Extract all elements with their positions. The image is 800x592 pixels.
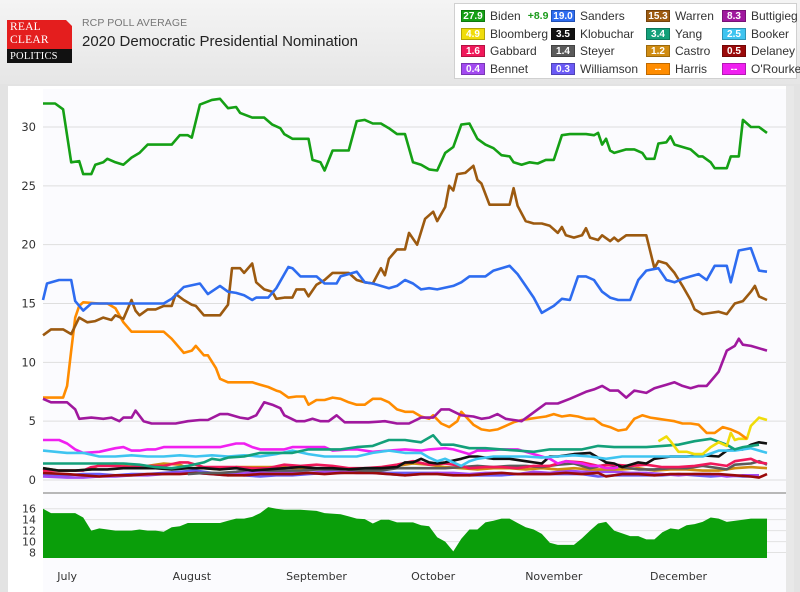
- legend-candidate-name: Steyer: [580, 44, 615, 58]
- legend-item[interactable]: 3.4 Yang: [646, 27, 702, 41]
- legend-value-badge: 0.5: [722, 45, 746, 57]
- legend-value-badge: 1.2: [646, 45, 670, 57]
- legend-value-badge: 4.9: [461, 27, 485, 40]
- x-axis-ticks: July August September October November Decemb…: [56, 570, 707, 583]
- legend-item[interactable]: 3.5 Klobuchar: [551, 27, 634, 41]
- logo-line-2: CLEAR: [10, 34, 49, 46]
- legend-candidate-name: Yang: [675, 26, 703, 41]
- x-tick-label: August: [173, 570, 212, 583]
- chart-title: 2020 Democratic Presidential Nomination: [82, 33, 358, 50]
- y-tick-label: 20: [21, 238, 36, 252]
- series-line-yang[interactable]: [43, 433, 760, 470]
- series-line-harris[interactable]: [43, 300, 748, 440]
- legend-value-badge: 2.5: [722, 27, 746, 40]
- legend-candidate-name: Buttigieg: [751, 9, 798, 23]
- x-tick-label: July: [56, 570, 77, 583]
- series-line-booker[interactable]: [42, 446, 768, 468]
- legend-item[interactable]: -- Harris: [646, 62, 707, 76]
- rcp-logo: REAL CLEAR POLITICS: [7, 20, 72, 63]
- series-line-bloomberg[interactable]: [657, 416, 768, 456]
- legend-item[interactable]: -- O'Rourke: [722, 62, 800, 76]
- legend-value-badge: 1.6: [461, 45, 485, 57]
- header: REAL CLEAR POLITICS RCP POLL AVERAGE 202…: [0, 0, 800, 84]
- legend-value-badge: --: [646, 62, 670, 75]
- legend-candidate-name: Castro: [675, 44, 711, 58]
- legend-candidate-name: Bennet: [490, 61, 529, 76]
- logo-red-block: [7, 20, 72, 52]
- legend-value-badge: 8.3: [722, 10, 746, 22]
- navigator-y-tick-label: 8: [29, 547, 36, 560]
- series-line-sanders[interactable]: [41, 246, 768, 315]
- series-line-buttigieg[interactable]: [42, 337, 768, 425]
- legend-candidate-name: Williamson: [580, 61, 639, 76]
- y-tick-label: 10: [21, 355, 36, 369]
- legend-item[interactable]: 0.4 Bennet: [461, 62, 528, 76]
- y-tick-label: 0: [29, 473, 36, 487]
- y-tick-label: 25: [21, 179, 36, 193]
- legend-value-badge: 15.3: [646, 10, 670, 22]
- y-tick-label: 30: [21, 120, 36, 134]
- legend-candidate-name: Sanders: [580, 9, 625, 23]
- legend-value-badge: 0.3: [551, 62, 575, 75]
- x-tick-label: December: [650, 570, 708, 583]
- navigator-area-fill[interactable]: [43, 507, 767, 558]
- navigator-y-tick-label: 16: [22, 503, 36, 516]
- legend-candidate-name: Biden: [490, 9, 521, 23]
- legend-value-badge: 3.4: [646, 27, 670, 40]
- legend-candidate-name: Booker: [751, 26, 790, 41]
- legend-value-badge: --: [722, 62, 746, 75]
- x-tick-label: November: [525, 570, 583, 583]
- legend-item[interactable]: 27.9 Biden +8.9: [461, 9, 548, 23]
- navigator-y-tick-label: 10: [22, 536, 36, 549]
- legend-item[interactable]: 0.3 Williamson: [551, 62, 638, 76]
- legend-item[interactable]: 1.6 Gabbard: [461, 44, 537, 58]
- series-line-delaney[interactable]: [42, 471, 768, 479]
- legend: 27.9 Biden +8.9 19.0 Sanders 15.3 Warren 8.3 But…: [454, 3, 800, 79]
- gridlines: [43, 126, 786, 481]
- navigator-y-tick-label: 12: [22, 525, 36, 538]
- legend-item[interactable]: 8.3 Buttigieg: [722, 9, 798, 23]
- legend-item[interactable]: 0.5 Delaney: [722, 44, 795, 58]
- legend-candidate-name: Warren: [675, 9, 714, 23]
- legend-value-badge: 0.4: [461, 62, 485, 75]
- legend-item[interactable]: 1.2 Castro: [646, 44, 710, 58]
- legend-value-badge: 3.5: [551, 27, 575, 40]
- legend-item[interactable]: 1.4 Steyer: [551, 44, 615, 58]
- legend-value-badge: 27.9: [461, 10, 485, 22]
- legend-candidate-name: Bloomberg: [490, 26, 549, 41]
- series-line-biden[interactable]: [43, 97, 768, 176]
- series-line-warren[interactable]: [42, 164, 768, 337]
- scrollbar[interactable]: [786, 86, 794, 592]
- navigator-y-tick-label: 14: [22, 514, 36, 527]
- y-axis-ticks: 0 5 10 15 20 25 30: [21, 120, 36, 487]
- navigator-area[interactable]: [43, 507, 767, 558]
- x-tick-label: October: [411, 570, 455, 583]
- x-tick-label: September: [286, 570, 347, 583]
- legend-candidate-name: Klobuchar: [580, 26, 635, 41]
- y-tick-label: 15: [21, 297, 36, 311]
- logo-line-3: POLITICS: [10, 51, 58, 62]
- legend-candidate-name: Harris: [675, 61, 707, 76]
- series-lines: [41, 97, 768, 479]
- legend-value-badge: 19.0: [551, 10, 575, 22]
- legend-item[interactable]: 4.9 Bloomberg: [461, 27, 548, 41]
- legend-item[interactable]: 19.0 Sanders: [551, 9, 625, 23]
- legend-candidate-name: Gabbard: [490, 44, 537, 58]
- logo-black-block: [7, 49, 72, 63]
- legend-candidate-name: Delaney: [751, 44, 796, 58]
- legend-item[interactable]: 15.3 Warren: [646, 9, 714, 23]
- legend-spread: +8.9: [527, 10, 549, 22]
- chart-subtitle: RCP POLL AVERAGE: [82, 17, 188, 29]
- y-tick-label: 5: [29, 414, 36, 428]
- legend-candidate-name: O'Rourke: [751, 61, 800, 76]
- logo-line-1: REAL: [10, 21, 41, 33]
- legend-value-badge: 1.4: [551, 45, 575, 57]
- legend-item[interactable]: 2.5 Booker: [722, 27, 789, 41]
- plot-background: [43, 89, 786, 592]
